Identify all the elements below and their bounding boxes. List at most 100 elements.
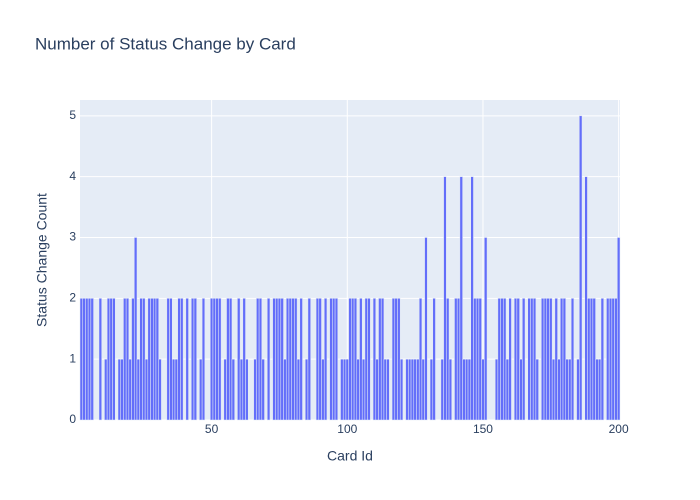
bar <box>237 298 241 421</box>
bar <box>413 358 417 421</box>
bar <box>424 237 428 421</box>
bar <box>416 358 420 421</box>
y-tick-label: 5 <box>69 108 76 122</box>
bar <box>522 298 526 421</box>
bar <box>256 298 260 421</box>
bar <box>592 298 596 421</box>
bar <box>277 298 282 421</box>
bar <box>378 298 382 421</box>
bar <box>185 298 189 421</box>
bar <box>104 358 108 421</box>
bar <box>587 298 591 421</box>
x-tick-label: 150 <box>473 422 493 436</box>
bar <box>245 358 249 421</box>
bar <box>120 358 124 421</box>
bar <box>465 358 469 421</box>
x-tick-label: 50 <box>205 422 219 436</box>
bar <box>421 358 425 421</box>
bar <box>318 298 322 421</box>
bar <box>112 298 116 421</box>
bar <box>172 358 176 421</box>
bar <box>332 298 336 421</box>
bar <box>532 298 537 421</box>
bar <box>117 358 121 421</box>
bar <box>304 358 309 421</box>
bar <box>399 358 404 421</box>
bar <box>153 298 157 421</box>
bar <box>136 358 140 421</box>
bar <box>513 298 518 421</box>
bar <box>543 298 547 421</box>
bar <box>589 298 594 421</box>
bar <box>351 298 355 421</box>
bar <box>481 358 485 421</box>
bar <box>551 358 556 421</box>
bar <box>266 298 271 421</box>
bar <box>106 298 111 421</box>
bar <box>475 298 480 421</box>
bar <box>82 298 86 421</box>
bar <box>557 358 561 421</box>
bar <box>446 298 450 421</box>
bar <box>579 115 583 421</box>
bar <box>614 298 618 421</box>
bar <box>242 298 246 421</box>
bar <box>166 298 170 421</box>
bar <box>272 298 276 421</box>
bar <box>470 176 474 421</box>
chart-title: Number of Status Change by Card <box>35 34 296 53</box>
bar <box>462 358 466 421</box>
bar <box>253 358 257 421</box>
x-tick-label: 200 <box>609 422 629 436</box>
bar <box>549 298 553 421</box>
bar <box>90 298 94 421</box>
bar <box>315 298 320 421</box>
bar <box>150 298 154 421</box>
bar <box>372 298 377 421</box>
bar <box>169 298 173 421</box>
bar <box>283 358 287 421</box>
bar <box>123 298 127 421</box>
bar <box>275 298 279 421</box>
bar <box>546 298 550 421</box>
bar <box>299 298 303 421</box>
bar <box>334 298 339 421</box>
bar <box>530 298 534 421</box>
bar <box>323 298 328 421</box>
bar <box>85 298 89 421</box>
bar <box>180 298 184 421</box>
bar <box>473 298 477 421</box>
bar <box>408 358 412 421</box>
bar <box>98 298 102 421</box>
bar <box>226 298 230 421</box>
bar <box>288 298 292 421</box>
bar <box>356 358 360 421</box>
bar <box>386 358 390 421</box>
y-tick-label: 0 <box>69 412 76 426</box>
bar <box>158 358 162 421</box>
bar <box>494 358 499 421</box>
bar <box>519 358 523 421</box>
bar <box>606 298 610 421</box>
bar <box>142 298 146 421</box>
y-tick-label: 3 <box>69 230 76 244</box>
bar <box>497 298 501 421</box>
bar <box>223 358 227 421</box>
bar <box>484 237 488 421</box>
bar <box>307 298 311 421</box>
bar <box>443 176 447 421</box>
bar <box>383 358 387 421</box>
bar <box>380 298 385 421</box>
bar <box>568 358 572 421</box>
bar <box>144 358 149 421</box>
bar <box>456 298 461 421</box>
bar <box>361 358 366 421</box>
bar <box>199 358 203 421</box>
bar <box>342 358 347 421</box>
bar <box>391 298 396 421</box>
bar <box>611 298 615 421</box>
bar <box>541 298 545 421</box>
bar <box>212 298 216 421</box>
bar <box>321 358 325 421</box>
